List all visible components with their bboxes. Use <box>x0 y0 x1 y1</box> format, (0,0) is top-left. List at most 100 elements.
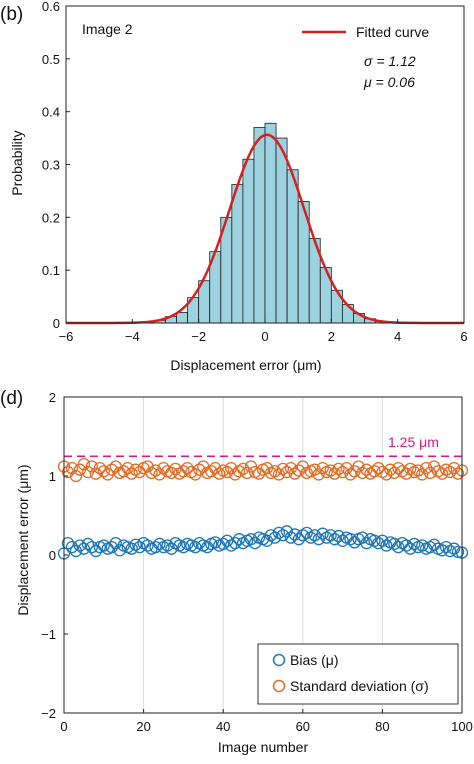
bias-point <box>85 540 99 554</box>
legend-label-fitted-curve: Fitted curve <box>356 24 429 40</box>
legend-marker-std <box>272 679 286 693</box>
bias-point <box>105 540 118 554</box>
scatter-panel: (d) 1.25 μm 0 20 40 60 80 100 −2 −1 0 1 2 Bias (μ)… <box>0 388 473 755</box>
std-point <box>280 465 294 479</box>
legend-box <box>257 643 459 705</box>
x-tick-label-b: 2 <box>328 329 335 344</box>
y-tick-label-d: 1 <box>49 469 56 484</box>
x-tick-label-b: 6 <box>460 329 467 344</box>
y-tick-label-d: −2 <box>41 706 56 721</box>
std-point <box>352 460 365 473</box>
histogram-bar <box>242 158 255 324</box>
histogram-bars <box>142 122 387 324</box>
std-point <box>93 461 106 475</box>
bias-point <box>73 539 87 552</box>
bias-point <box>81 537 95 551</box>
histogram-panel: (b) −6 −4 −2 0 2 4 6 0 0.1 0.2 0.3 0.4 0.5 0.6 Image … <box>0 0 468 373</box>
std-point <box>316 461 329 475</box>
std-point <box>336 465 349 479</box>
y-tick-label-d: −1 <box>41 627 56 642</box>
panel-label-d: (d) <box>0 388 23 409</box>
bias-point <box>328 533 341 546</box>
bias-point <box>324 529 337 542</box>
histogram-bar <box>264 122 277 324</box>
std-point <box>65 461 79 475</box>
std-point <box>443 465 457 479</box>
image-annotation: Image 2 <box>82 21 133 37</box>
histogram-bar <box>253 127 266 324</box>
std-point <box>193 463 206 476</box>
bias-point <box>161 539 174 552</box>
y-tick-label-b: 0 <box>53 316 60 331</box>
panel-label-b: (b) <box>0 4 23 25</box>
y-tick-label-b: 0.2 <box>42 210 60 225</box>
std-point <box>368 465 381 478</box>
std-point <box>431 465 445 478</box>
std-point <box>105 463 118 476</box>
std-point <box>177 465 190 478</box>
std-point <box>181 461 194 475</box>
std-point <box>356 466 369 479</box>
std-point <box>225 461 238 475</box>
bias-point <box>232 533 246 546</box>
y-axis-label-b: Probability <box>9 130 25 195</box>
bias-point <box>272 526 286 540</box>
std-point <box>205 465 218 478</box>
sigma-label: σ = 1.12 <box>364 53 416 69</box>
x-tick-label-b: −6 <box>59 329 74 344</box>
std-point <box>165 466 178 479</box>
std-point <box>61 465 75 479</box>
x-tick-label-b: −2 <box>191 329 206 344</box>
bias-point <box>189 540 202 554</box>
legend-label-bias: Bias (μ) <box>290 652 339 668</box>
bias-point <box>97 539 110 552</box>
std-point <box>173 467 186 480</box>
std-point <box>384 463 397 476</box>
std-point <box>332 462 345 476</box>
histogram-axes: −6 −4 −2 0 2 4 6 0 0.1 0.2 0.3 0.4 0.5 0.6 <box>42 0 468 344</box>
bias-point <box>276 529 290 542</box>
bias-point <box>392 540 405 554</box>
x-tick-label-b: 0 <box>261 329 268 344</box>
std-point <box>149 464 162 477</box>
bias-point <box>316 527 329 540</box>
bias-point <box>416 539 429 552</box>
legend-label-std: Standard deviation (σ) <box>290 678 429 694</box>
std-point <box>117 465 130 478</box>
bias-point <box>292 533 305 546</box>
histogram-bar <box>341 304 354 324</box>
std-point <box>213 467 226 480</box>
reference-line-label: 1.25 μm <box>388 434 439 450</box>
histogram-bar <box>231 184 244 324</box>
bias-point <box>447 542 461 555</box>
std-point <box>69 469 83 483</box>
bias-point <box>65 540 79 554</box>
std-point <box>288 467 301 480</box>
bias-point <box>284 531 298 544</box>
legend-marker-bias <box>272 653 286 667</box>
std-point <box>141 460 154 473</box>
mu-label: μ = 0.06 <box>363 74 415 90</box>
std-point <box>451 467 465 480</box>
x-tick-label-b: −4 <box>125 329 140 344</box>
bias-point <box>217 537 230 551</box>
histogram-bar <box>275 137 288 324</box>
x-tick-label-b: 4 <box>394 329 401 344</box>
std-point <box>77 457 91 471</box>
bias-point <box>388 537 401 551</box>
std-point <box>236 462 250 476</box>
std-point <box>424 466 437 479</box>
std-point <box>145 466 158 479</box>
bias-point <box>228 537 242 550</box>
std-point <box>97 465 110 478</box>
bias-point <box>244 533 258 546</box>
std-point <box>412 464 425 477</box>
y-tick-label-b: 0.1 <box>42 263 60 278</box>
bias-point <box>109 537 122 550</box>
std-point <box>435 467 449 480</box>
std-point <box>125 467 138 480</box>
bias-point <box>308 529 321 542</box>
y-tick-label-d: 0 <box>49 548 56 563</box>
std-point <box>360 463 373 476</box>
